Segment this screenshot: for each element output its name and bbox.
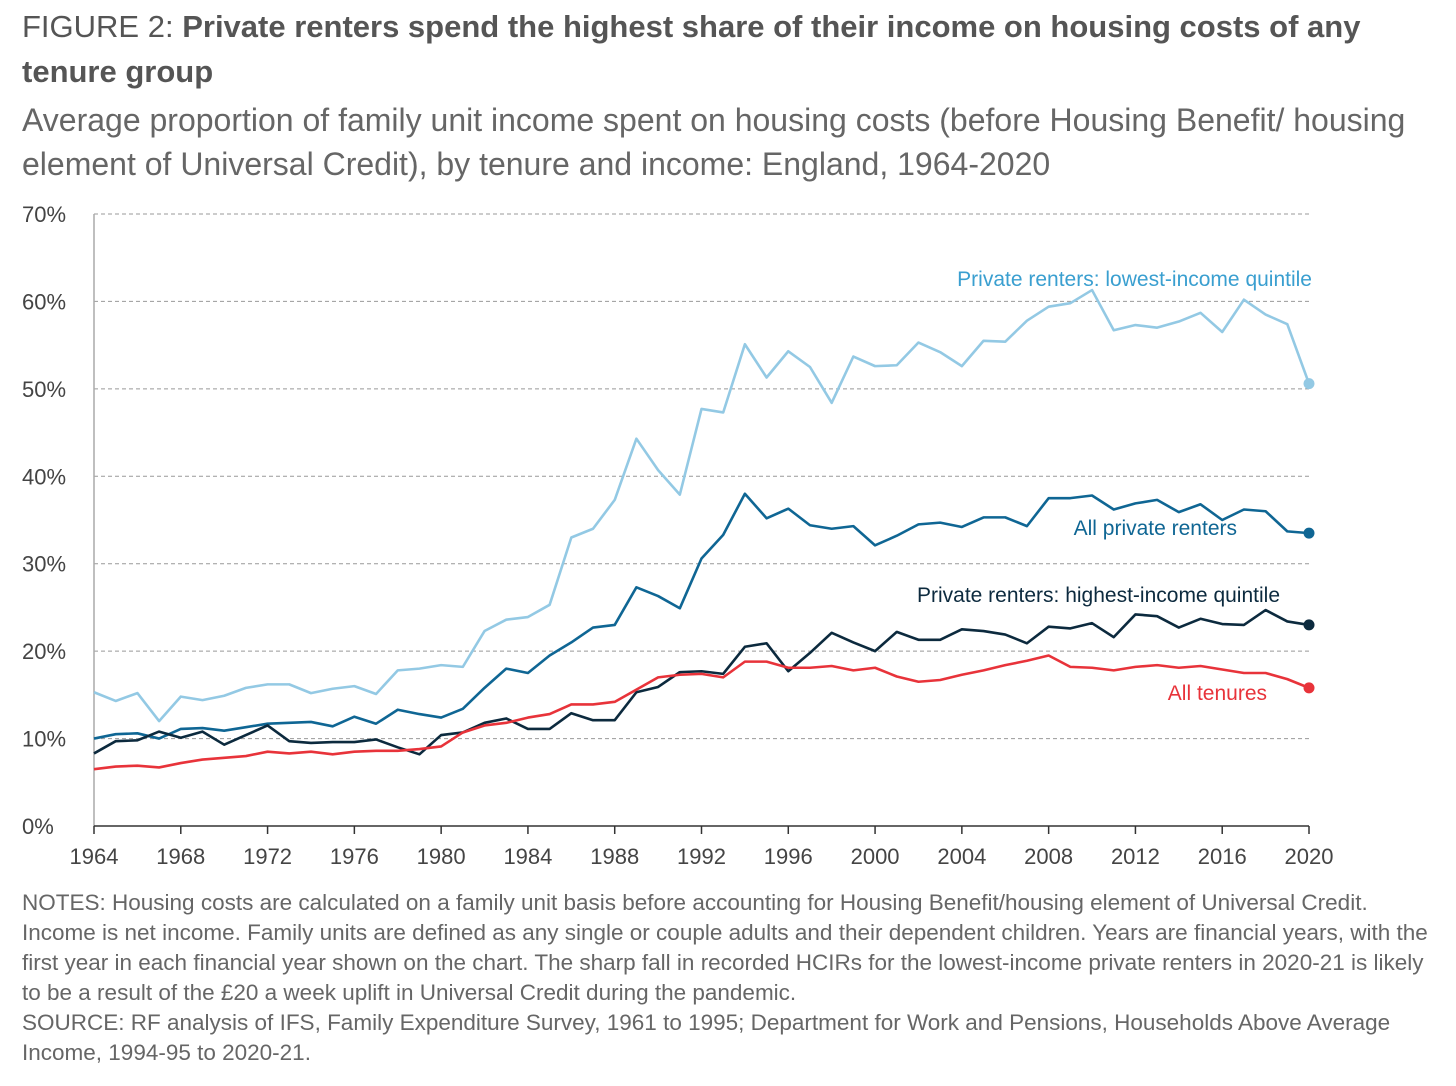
chart-subtitle: Average proportion of family unit income… xyxy=(22,102,1406,182)
series-label: All tenures xyxy=(1168,682,1267,705)
x-tick-label: 1972 xyxy=(243,844,292,869)
y-tick-label: 20% xyxy=(22,639,66,664)
x-tick-label: 2004 xyxy=(937,844,986,869)
notes: NOTES: Housing costs are calculated on a… xyxy=(22,888,1447,1068)
y-tick-label: 10% xyxy=(22,727,66,752)
series-line xyxy=(93,288,1311,723)
x-tick-label: 2000 xyxy=(851,844,900,869)
series-line xyxy=(93,654,1310,771)
series-label: All private renters xyxy=(1074,517,1237,540)
x-tick-label: 1984 xyxy=(503,844,552,869)
x-tick-label: 2020 xyxy=(1285,844,1334,869)
x-tick-label: 1980 xyxy=(417,844,466,869)
figure-number: FIGURE 2: xyxy=(22,9,183,44)
y-tick-label: 40% xyxy=(22,464,66,489)
series-end-marker xyxy=(1303,682,1315,694)
series-label: Private renters: lowest-income quintile xyxy=(957,268,1312,291)
series-end-marker xyxy=(1303,619,1315,631)
y-tick-label: 30% xyxy=(22,552,66,577)
x-tick-label: 1996 xyxy=(764,844,813,869)
series-line xyxy=(93,608,1310,756)
y-tick-label: 50% xyxy=(22,377,66,402)
series-end-marker xyxy=(1303,527,1315,539)
y-tick-label: 60% xyxy=(22,289,66,314)
x-tick-label: 1964 xyxy=(70,844,119,869)
y-tick-label: 70% xyxy=(22,202,66,227)
source-text: SOURCE: RF analysis of IFS, Family Expen… xyxy=(22,1010,1391,1065)
chart-title: FIGURE 2: Private renters spend the high… xyxy=(22,4,1422,94)
x-tick-label: 1968 xyxy=(156,844,205,869)
x-tick-label: 2012 xyxy=(1111,844,1160,869)
line-chart: 0% 10% 20% 30% 40% 50% 60% 70% 1964 1968 1972 1976 1… xyxy=(22,202,1334,869)
series-label: Private renters: highest-income quintile xyxy=(917,584,1280,607)
x-tick-label: 2008 xyxy=(1024,844,1073,869)
x-tick-label: 1976 xyxy=(330,844,379,869)
x-tick-label: 1992 xyxy=(677,844,726,869)
series-line xyxy=(93,492,1310,740)
notes-text: NOTES: Housing costs are calculated on a… xyxy=(22,890,1428,1005)
title-text: Private renters spend the highest share … xyxy=(22,9,1361,89)
x-tick-label: 1988 xyxy=(590,844,639,869)
series-end-marker xyxy=(1303,378,1315,390)
x-tick-label: 2016 xyxy=(1198,844,1247,869)
y-tick-label: 0% xyxy=(22,814,54,839)
